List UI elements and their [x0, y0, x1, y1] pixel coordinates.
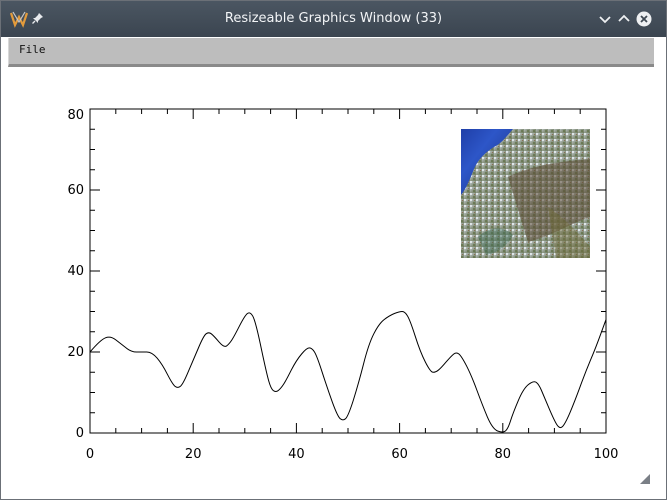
- axis-ticks: [89, 108, 607, 434]
- y-tick-label: 20: [67, 345, 84, 360]
- x-tick-label: 0: [86, 447, 94, 462]
- y-tick-label: 60: [67, 183, 84, 198]
- menu-bar: File: [8, 38, 654, 67]
- title-bar[interactable]: Resizeable Graphics Window (33): [1, 1, 666, 37]
- series-line: [89, 310, 607, 433]
- pin-icon[interactable]: [32, 12, 44, 24]
- graphics-canvas[interactable]: 0 20 40 60 80 100 0 20 40 60 80: [8, 67, 653, 487]
- maximize-button[interactable]: [616, 11, 632, 27]
- resize-grip[interactable]: [640, 474, 650, 484]
- app-icon: [10, 11, 28, 28]
- line-plot: 0 20 40 60 80 100 0 20 40 60 80: [67, 108, 619, 462]
- minimize-button[interactable]: [597, 11, 613, 27]
- y-tick-labels: 0 20 40 60 80: [67, 108, 84, 441]
- x-tick-label: 20: [185, 447, 202, 462]
- x-tick-label: 40: [288, 447, 305, 462]
- y-tick-label: 0: [76, 426, 84, 441]
- x-tick-label: 100: [594, 447, 619, 462]
- window-title: Resizeable Graphics Window (33): [224, 11, 443, 26]
- x-tick-label: 80: [495, 447, 512, 462]
- x-tick-label: 60: [391, 447, 408, 462]
- satellite-image: [461, 129, 590, 258]
- close-button[interactable]: [636, 11, 652, 27]
- y-tick-label: 40: [67, 264, 84, 279]
- x-tick-labels: 0 20 40 60 80 100: [86, 447, 619, 462]
- y-tick-label: 80: [67, 108, 84, 123]
- menu-file[interactable]: File: [19, 43, 46, 56]
